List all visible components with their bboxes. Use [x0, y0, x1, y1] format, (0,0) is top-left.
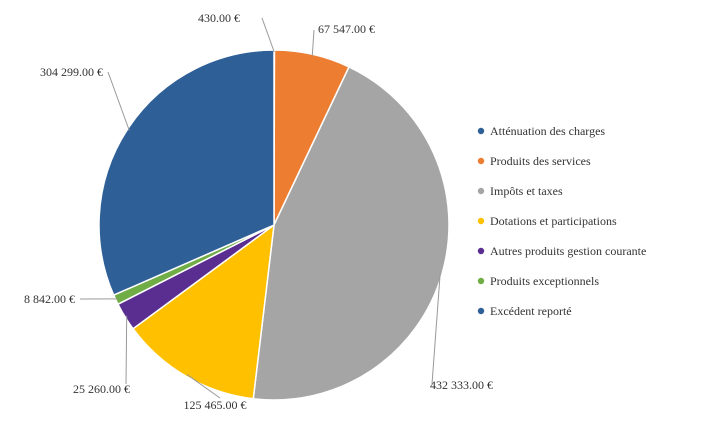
- legend-marker-4: [477, 217, 485, 225]
- data-label-3: 432 333.00 €: [430, 378, 493, 392]
- legend-entry-7: Excédent reporté: [490, 304, 572, 318]
- legend-marker-5: [477, 247, 485, 255]
- legend-marker-6: [477, 277, 485, 285]
- legend-marker-3: [477, 187, 485, 195]
- pie-slices: [98, 49, 450, 401]
- legend-entry-3: Impôts et taxes: [490, 184, 563, 198]
- leader-line-4: [186, 374, 221, 399]
- leader-line-3: [431, 272, 441, 385]
- legend-marker-7: [477, 307, 485, 315]
- data-label-2: 67 547.00 €: [318, 22, 375, 36]
- data-label-4: 125 465.00 €: [184, 398, 247, 412]
- data-label-5: 25 260.00 €: [73, 382, 130, 396]
- legend: Atténuation des charges Produits des serv…: [477, 124, 646, 318]
- data-label-1: 430.00 €: [198, 11, 240, 25]
- pie-slice-3: [252, 65, 450, 401]
- legend-entry-2: Produits des services: [490, 154, 591, 168]
- leader-line-5: [125, 315, 128, 385]
- pie-slice-4: [132, 223, 275, 400]
- leader-lines: [79, 17, 441, 399]
- leader-line-2: [311, 29, 315, 57]
- pie-slice-7: [98, 49, 275, 297]
- data-label-6: 8 842.00 €: [24, 292, 75, 306]
- legend-marker-2: [477, 157, 485, 165]
- legend-marker-1: [477, 127, 485, 135]
- leader-line-1: [261, 17, 275, 53]
- leader-line-7: [107, 71, 130, 131]
- legend-entry-4: Dotations et participations: [490, 214, 617, 228]
- legend-entry-1: Atténuation des charges: [490, 124, 605, 138]
- legend-entry-6: Produits exceptionnels: [490, 274, 599, 288]
- legend-entry-5: Autres produits gestion courante: [490, 244, 646, 258]
- data-labels: 430.00 € 67 547.00 € 432 333.00 € 125 465.0…: [24, 11, 493, 412]
- data-label-7: 304 299.00 €: [40, 65, 103, 79]
